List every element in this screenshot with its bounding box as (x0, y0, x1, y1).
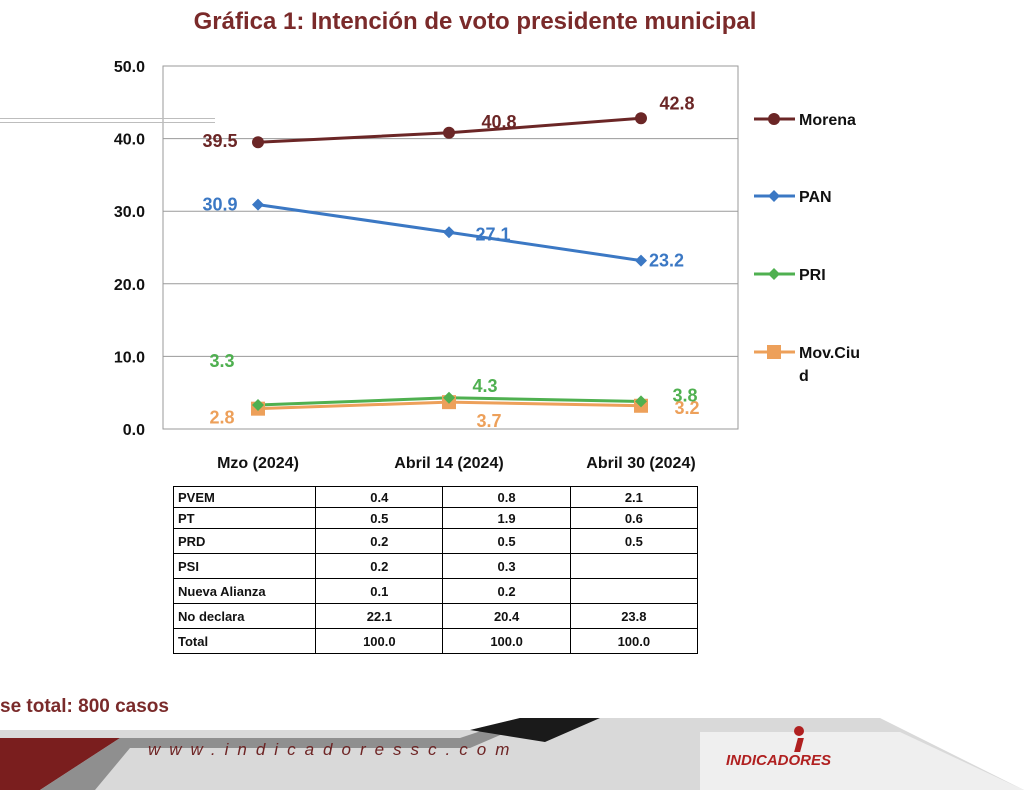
table-cell: 23.8 (569, 603, 699, 629)
table-cell: 0.2 (315, 528, 444, 554)
table-cell-label: PRD (172, 528, 317, 554)
table-row: PVEM 0.4 0.8 2.1 (172, 486, 699, 508)
table-cell-label: PSI (172, 553, 317, 579)
table-cell-label: No declara (172, 603, 317, 629)
table-cell-label: Total (172, 628, 317, 654)
table-cell: 100.0 (569, 628, 699, 654)
table-row: PSI 0.2 0.3 (172, 553, 699, 579)
table-cell-label: PT (172, 507, 317, 529)
y-tick-label: 40.0 (114, 132, 145, 149)
legend-label: Morena (799, 112, 856, 129)
line-chart: 0.0 10.0 20.0 30.0 40.0 50.0 Mzo (2024) Abril 1… (114, 59, 860, 472)
table-cell: 0.4 (315, 486, 444, 508)
y-tick-label: 0.0 (123, 422, 145, 439)
y-tick-label: 30.0 (114, 204, 145, 221)
table-cell (569, 578, 699, 604)
data-point-morena (443, 126, 455, 139)
x-tick-label: Abril 14 (2024) (394, 455, 503, 472)
other-parties-table: PVEM 0.4 0.8 2.1 PT 0.5 1.9 0.6 PRD 0.2 … (172, 486, 699, 654)
table-cell: 1.9 (442, 507, 571, 529)
data-label: 39.5 (202, 131, 237, 151)
table-cell: 0.5 (442, 528, 571, 554)
data-label: 3.3 (209, 351, 234, 371)
legend-marker (767, 345, 781, 359)
table-cell: 20.4 (442, 603, 571, 629)
table-cell: 0.6 (569, 507, 699, 529)
legend-label: PAN (799, 189, 832, 206)
y-tick-label: 20.0 (114, 277, 145, 294)
data-label: 4.3 (472, 376, 497, 396)
legend-marker (768, 113, 780, 125)
table-cell: 100.0 (442, 628, 571, 654)
brand-logo-icon (792, 726, 806, 752)
y-tick-label: 50.0 (114, 59, 145, 76)
data-point-pri (252, 399, 264, 412)
legend-label: Mov.Ciu (799, 345, 860, 362)
footer-banner: www.indicadoressc.com INDICADORES (0, 718, 1024, 790)
data-point-pan (635, 254, 647, 267)
x-tick-label: Mzo (2024) (217, 455, 299, 472)
table-row: PRD 0.2 0.5 0.5 (172, 528, 699, 554)
data-point-pri (443, 391, 455, 404)
data-point-morena (635, 112, 647, 125)
table-row: No declara 22.1 20.4 23.8 (172, 603, 699, 629)
legend-marker (768, 190, 780, 202)
table-row: PT 0.5 1.9 0.6 (172, 507, 699, 529)
table-cell: 22.1 (315, 603, 444, 629)
table-cell: 100.0 (315, 628, 444, 654)
data-label: 40.8 (481, 112, 516, 132)
chart-title: Gráfica 1: Intención de voto presidente … (193, 8, 757, 35)
table-cell: 0.2 (315, 553, 444, 579)
data-point-pri (635, 395, 647, 408)
decorative-lines (0, 118, 215, 130)
table-cell: 2.1 (569, 486, 699, 508)
table-cell: 0.3 (442, 553, 571, 579)
table-cell-label: Nueva Alianza (172, 578, 317, 604)
data-point-morena (252, 136, 264, 149)
data-label: 27.1 (475, 224, 510, 244)
table-row: Total 100.0 100.0 100.0 (172, 628, 699, 654)
table-cell: 0.5 (315, 507, 444, 529)
table-cell: 0.8 (442, 486, 571, 508)
data-label: 42.8 (659, 93, 694, 113)
sample-size-note: se total: 800 casos (0, 696, 169, 717)
table-cell: 0.5 (569, 528, 699, 554)
website-url[interactable]: www.indicadoressc.com (148, 740, 519, 759)
data-point-pan (443, 226, 455, 239)
x-tick-label: Abril 30 (2024) (586, 455, 695, 472)
data-label: 3.2 (674, 398, 699, 418)
data-label: 2.8 (209, 408, 234, 428)
legend-label: d (799, 368, 809, 385)
table-cell: 0.2 (442, 578, 571, 604)
data-point-pan (252, 198, 264, 211)
brand-logo-text: INDICADORES (726, 752, 832, 769)
footer-background (0, 718, 1024, 790)
legend-marker (768, 268, 780, 280)
table-cell: 0.1 (315, 578, 444, 604)
data-label: 30.9 (202, 195, 237, 215)
table-cell (569, 553, 699, 579)
table-row: Nueva Alianza 0.1 0.2 (172, 578, 699, 604)
data-label: 3.8 (672, 385, 697, 405)
legend-label: PRI (799, 267, 826, 284)
plot-area (162, 65, 739, 430)
table-cell-label: PVEM (172, 486, 317, 508)
data-label: 3.7 (476, 411, 501, 431)
y-tick-label: 10.0 (114, 349, 145, 366)
data-label: 23.2 (649, 251, 684, 271)
